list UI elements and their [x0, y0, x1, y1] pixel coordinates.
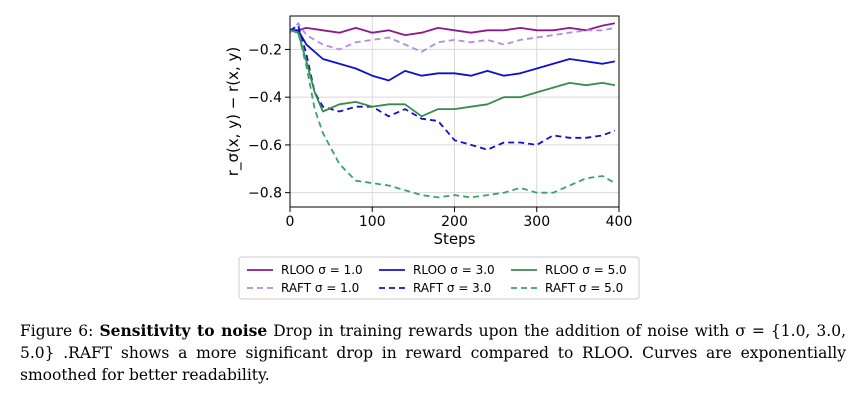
x-axis-label: Steps [434, 230, 476, 248]
legend-label-5: RAFT σ = 5.0 [545, 281, 623, 295]
series-line-3 [289, 24, 616, 151]
x-tick-label: 200 [441, 214, 468, 230]
legend-label-3: RAFT σ = 3.0 [413, 281, 491, 295]
legend: RLOO σ = 1.0 RAFT σ = 1.0 RLOO σ = 3.0 RAFT… [238, 256, 640, 300]
y-tick-label: −0.2 [248, 42, 282, 58]
figure-caption: Figure 6: Sensitivity to noise Drop in t… [20, 320, 846, 386]
series-line-0 [290, 22, 616, 36]
legend-label-2: RLOO σ = 3.0 [413, 263, 495, 277]
series-line-2 [290, 29, 616, 82]
legend-box [238, 256, 640, 300]
x-tick-label: 300 [523, 214, 550, 230]
y-tick-label: −0.8 [248, 186, 282, 202]
y-axis-label: r_σ(x, y) − r(x, y) [224, 47, 243, 176]
legend-label-1: RAFT σ = 1.0 [281, 281, 359, 295]
caption-bold-title: Sensitivity to noise [99, 321, 268, 340]
series-lines [289, 22, 616, 199]
series-line-5 [289, 29, 616, 199]
legend-label-0: RLOO σ = 1.0 [281, 263, 363, 277]
y-tick-label: −0.6 [248, 138, 282, 154]
x-tick-label: 100 [359, 214, 386, 230]
caption-label: Figure 6: [20, 322, 100, 340]
series-line-1 [289, 22, 616, 53]
x-tick-label: 400 [606, 214, 633, 230]
y-tick-label: −0.4 [248, 90, 282, 106]
caption-text: Drop in training rewards upon the additi… [20, 322, 847, 384]
x-tick-label: 0 [286, 214, 295, 230]
series-line-4 [289, 29, 616, 118]
line-chart: 0 100 200 300 400 −0.2 −0.4 −0.6 −0.8 Steps r_σ(… [224, 15, 640, 300]
legend-label-4: RLOO σ = 5.0 [545, 263, 627, 277]
axis-ticks: 0 100 200 300 400 −0.2 −0.4 −0.6 −0.8 [248, 42, 632, 230]
